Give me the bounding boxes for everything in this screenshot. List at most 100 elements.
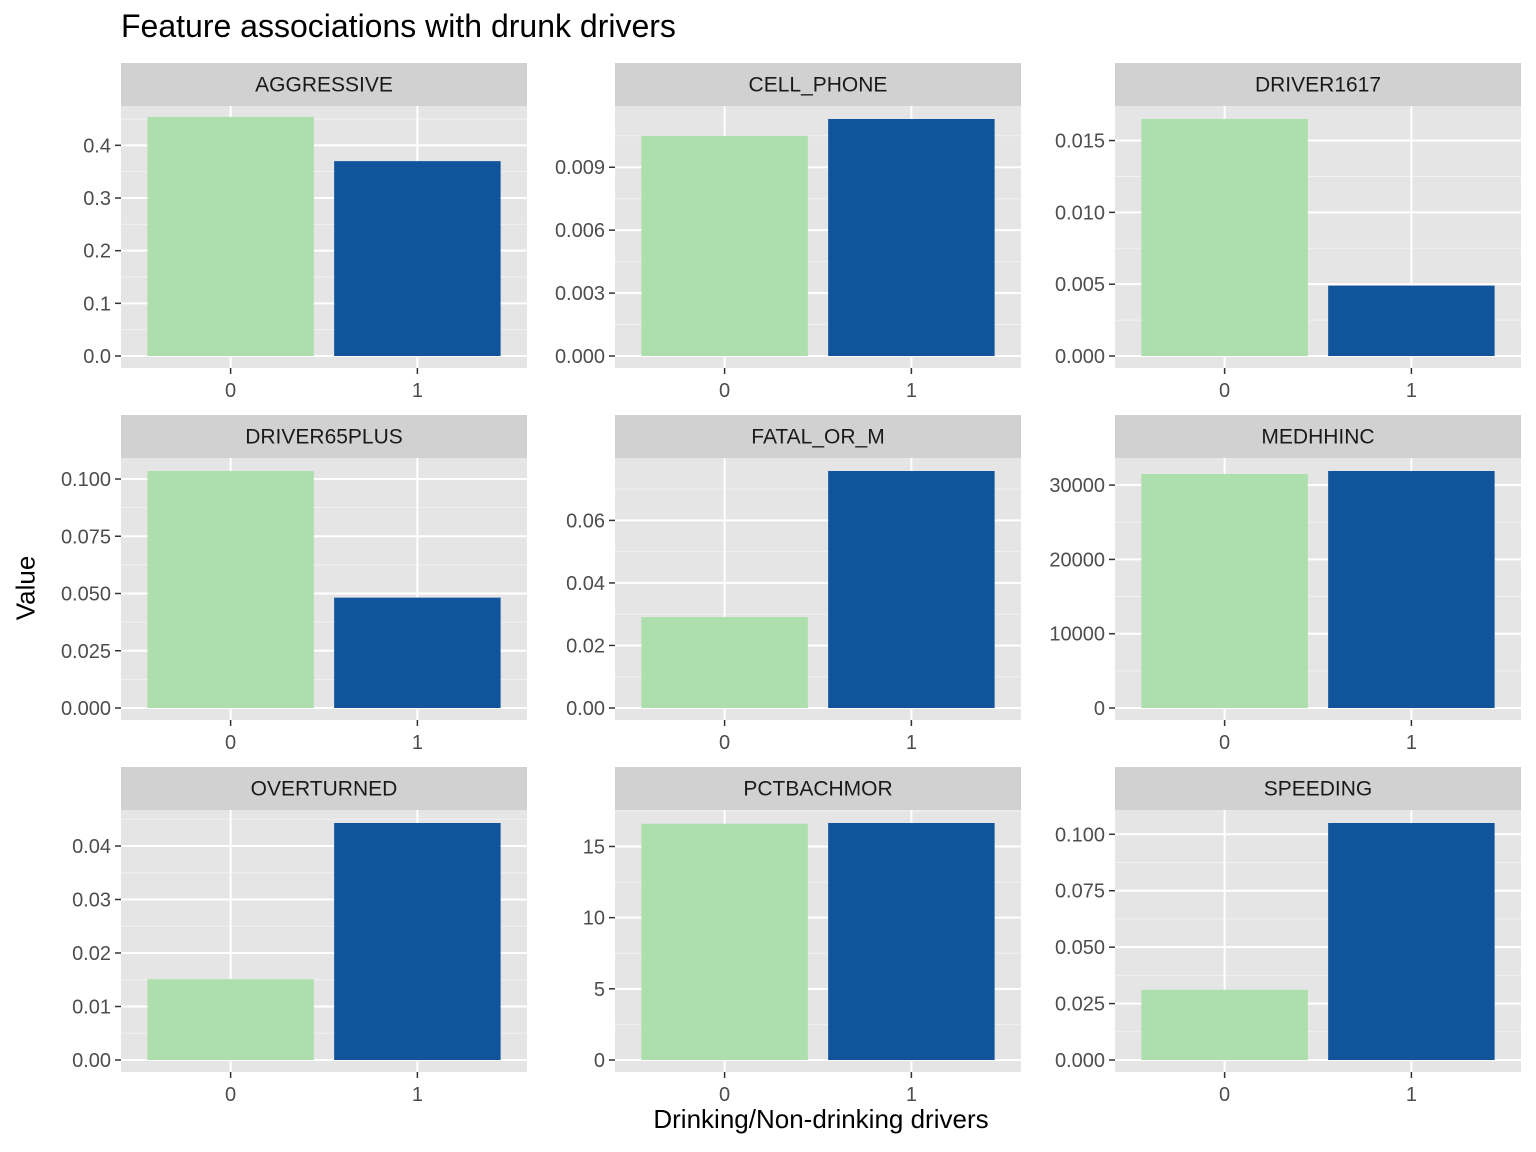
facet-strip — [121, 415, 527, 458]
y-tick-label: 0.003 — [555, 283, 605, 305]
facet-panel-cell_phone: CELL_PHONE 0.000 0.003 0.006 0.009 0 1 — [555, 63, 1021, 402]
x-tick-label: 0 — [225, 732, 236, 754]
x-tick-label: 1 — [412, 1084, 423, 1106]
x-tick-label: 1 — [412, 732, 423, 754]
bar-pctbachmor-0 — [641, 823, 808, 1060]
x-tick-label: 1 — [1406, 732, 1417, 754]
y-tick-label: 0.050 — [1055, 937, 1105, 959]
y-tick-label: 0.01 — [72, 997, 111, 1019]
y-tick-label: 0.010 — [1055, 202, 1105, 224]
facet-strip — [615, 63, 1021, 106]
y-tick-label: 0.02 — [566, 635, 605, 657]
y-tick-label: 0.02 — [72, 943, 111, 965]
x-tick-label: 1 — [906, 380, 917, 402]
facet-panel-aggressive: AGGRESSIVE 0.0 0.1 0.2 0.3 0.4 0 1 — [83, 63, 527, 402]
y-tick-label: 0.006 — [555, 220, 605, 242]
x-tick-label: 0 — [719, 732, 730, 754]
bar-speeding-1 — [1328, 823, 1495, 1060]
y-tick-label: 0.025 — [61, 641, 111, 663]
bar-cell_phone-0 — [641, 135, 808, 356]
y-tick-label: 0.00 — [72, 1050, 111, 1072]
x-tick-label: 0 — [719, 380, 730, 402]
y-tick-label: 0.06 — [566, 510, 605, 532]
y-tick-label: 0.015 — [1055, 131, 1105, 153]
bar-pctbachmor-1 — [828, 823, 995, 1060]
y-tick-label: 0.000 — [61, 698, 111, 720]
y-tick-label: 0.000 — [555, 346, 605, 368]
chart-title: Feature associations with drunk drivers — [121, 8, 676, 44]
y-tick-label: 0 — [1094, 698, 1105, 720]
x-tick-label: 0 — [1219, 732, 1230, 754]
bar-aggressive-0 — [147, 116, 314, 356]
y-tick-label: 0.075 — [61, 526, 111, 548]
bar-driver1617-1 — [1328, 285, 1495, 356]
y-tick-label: 0.04 — [72, 836, 111, 858]
facet-strip — [1115, 415, 1521, 458]
bar-driver65plus-0 — [147, 471, 314, 708]
bar-aggressive-1 — [334, 161, 501, 356]
facet-strip — [121, 63, 527, 106]
y-tick-label: 0.1 — [83, 293, 111, 315]
facet-panel-medhhinc: MEDHHINC 0 10000 20000 30000 0 1 — [1049, 415, 1521, 754]
y-tick-label: 0.4 — [83, 135, 111, 157]
y-tick-label: 0.005 — [1055, 274, 1105, 296]
x-tick-label: 0 — [1219, 380, 1230, 402]
bar-medhhinc-1 — [1328, 471, 1495, 708]
facet-strip-label: DRIVER65PLUS — [245, 426, 403, 449]
facet-panel-driver1617: DRIVER1617 0.000 0.005 0.010 0.015 0 1 — [1055, 63, 1521, 402]
facet-strip-label: SPEEDING — [1264, 778, 1373, 801]
facet-strip-label: CELL_PHONE — [749, 74, 888, 97]
y-tick-label: 30000 — [1049, 475, 1105, 497]
facet-strip — [615, 767, 1021, 810]
y-tick-label: 0.075 — [1055, 881, 1105, 903]
facet-panel-overturned: OVERTURNED 0.00 0.01 0.02 0.03 0.04 0 1 — [72, 767, 527, 1106]
y-tick-label: 10000 — [1049, 624, 1105, 646]
facet-panel-pctbachmor: PCTBACHMOR 0 5 10 15 0 1 — [583, 767, 1021, 1106]
y-tick-label: 15 — [583, 836, 605, 858]
y-tick-label: 0.100 — [1055, 824, 1105, 846]
y-tick-label: 0.0 — [83, 346, 111, 368]
facet-strip-label: MEDHHINC — [1261, 426, 1374, 449]
y-tick-label: 0.03 — [72, 890, 111, 912]
y-tick-label: 0 — [594, 1050, 605, 1072]
facet-strip — [1115, 767, 1521, 810]
y-tick-label: 0.050 — [61, 584, 111, 606]
x-tick-label: 0 — [225, 380, 236, 402]
facet-strip — [121, 767, 527, 810]
x-axis-title: Drinking/Non-drinking drivers — [653, 1104, 989, 1134]
x-tick-label: 1 — [906, 1084, 917, 1106]
y-tick-label: 10 — [583, 908, 605, 930]
bar-fatal_or_m-1 — [828, 471, 995, 708]
bar-cell_phone-1 — [828, 119, 995, 356]
bar-driver1617-0 — [1141, 119, 1308, 356]
x-tick-label: 0 — [225, 1084, 236, 1106]
y-tick-label: 0.04 — [566, 573, 605, 595]
bar-medhhinc-0 — [1141, 473, 1308, 708]
y-tick-label: 5 — [594, 979, 605, 1001]
facet-strip-label: AGGRESSIVE — [255, 74, 393, 97]
facet-strip-label: FATAL_OR_M — [751, 426, 884, 449]
facet-strip-label: DRIVER1617 — [1255, 74, 1381, 97]
facet-strip — [1115, 63, 1521, 106]
facet-strip — [615, 415, 1021, 458]
y-tick-label: 0.00 — [566, 698, 605, 720]
bar-driver65plus-1 — [334, 597, 501, 708]
facet-strip-label: OVERTURNED — [251, 778, 398, 801]
y-tick-label: 0.3 — [83, 188, 111, 210]
y-tick-label: 0.009 — [555, 157, 605, 179]
bar-fatal_or_m-0 — [641, 617, 808, 708]
x-tick-label: 1 — [906, 732, 917, 754]
y-tick-label: 0.000 — [1055, 346, 1105, 368]
y-tick-label: 0.100 — [61, 469, 111, 491]
y-tick-label: 0.000 — [1055, 1050, 1105, 1072]
y-tick-label: 20000 — [1049, 549, 1105, 571]
facet-panel-fatal_or_m: FATAL_OR_M 0.00 0.02 0.04 0.06 0 1 — [566, 415, 1021, 754]
y-tick-label: 0.2 — [83, 241, 111, 263]
bar-speeding-0 — [1141, 989, 1308, 1060]
x-tick-label: 1 — [412, 380, 423, 402]
y-axis-title: Value — [10, 555, 41, 621]
facet-strip-label: PCTBACHMOR — [743, 778, 892, 801]
bar-overturned-1 — [334, 823, 501, 1060]
y-tick-label: 0.025 — [1055, 994, 1105, 1016]
